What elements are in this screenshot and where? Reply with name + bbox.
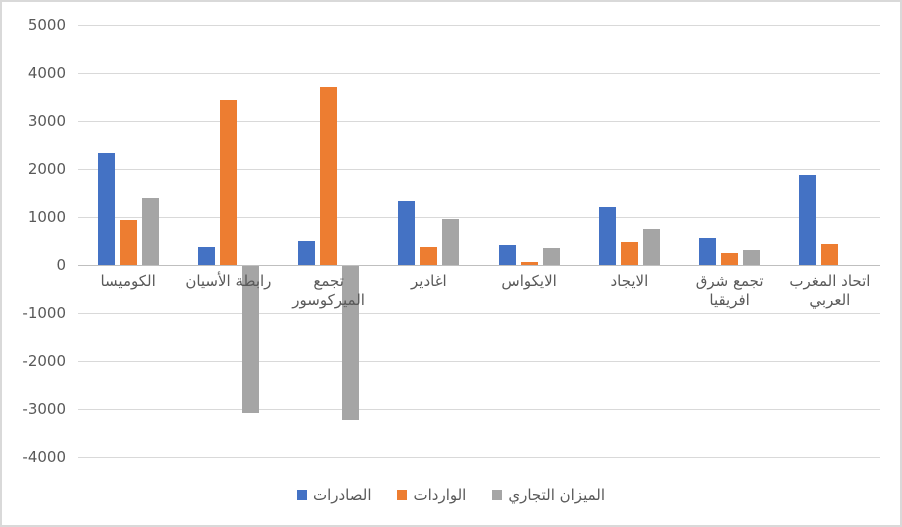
gridline xyxy=(78,361,880,362)
y-axis-tick-label: -2000 xyxy=(22,352,66,370)
category-label: الايكواس xyxy=(501,272,557,290)
bar-series2-cat8 xyxy=(821,244,839,265)
legend-item-3: الميزان التجاري xyxy=(492,486,605,504)
category-label: تجمع شرق افريقيا xyxy=(695,272,764,309)
bar-series2-cat2 xyxy=(219,99,237,265)
legend-item-1: الصادرات xyxy=(296,486,372,504)
bar-series2-cat6 xyxy=(620,242,638,265)
legend: الصادرات الواردات الميزان التجاري xyxy=(2,486,900,504)
bar-series2-cat7 xyxy=(721,253,739,265)
category-label: اتحاد المغرب العربي xyxy=(789,272,871,309)
gridline xyxy=(78,169,880,170)
bar-series2-cat5 xyxy=(520,262,538,265)
bar-series3-cat6 xyxy=(642,229,660,265)
category-label: رابطة الأسيان xyxy=(185,272,272,290)
bar-series3-cat3 xyxy=(342,266,360,420)
legend-swatch-icon xyxy=(492,490,503,500)
gridline xyxy=(78,25,880,26)
y-axis-tick-label: 5000 xyxy=(27,16,66,34)
bar-series3-cat2 xyxy=(241,266,259,413)
bar-series3-cat4 xyxy=(442,218,460,265)
bar-series2-cat1 xyxy=(119,219,137,265)
y-axis-tick-label: 3000 xyxy=(27,112,66,130)
category-label: تجمع الميركوسور xyxy=(292,272,365,309)
legend-swatch-icon xyxy=(397,490,408,500)
y-axis-tick-label: -3000 xyxy=(22,400,66,418)
bar-series1-cat1 xyxy=(97,153,115,265)
gridline xyxy=(78,121,880,122)
y-axis-tick-label: 1000 xyxy=(27,208,66,226)
legend-label: الواردات xyxy=(413,486,467,504)
bar-series3-cat5 xyxy=(542,248,560,265)
gridline xyxy=(78,313,880,314)
bar-series1-cat4 xyxy=(398,201,416,265)
y-axis-tick-label: -4000 xyxy=(22,448,66,466)
legend-swatch-icon xyxy=(296,490,307,500)
category-label: الكوميسا xyxy=(100,272,156,290)
category-label: الايجاد xyxy=(610,272,649,290)
category-label: اغادير xyxy=(411,272,447,290)
legend-label: الميزان التجاري xyxy=(508,486,606,504)
bar-series2-cat3 xyxy=(320,87,338,265)
bar-series3-cat1 xyxy=(141,197,159,265)
bar-series1-cat2 xyxy=(197,246,215,265)
bar-series1-cat8 xyxy=(799,175,817,265)
bar-series1-cat6 xyxy=(598,206,616,265)
bar-series1-cat3 xyxy=(298,241,316,265)
gridline xyxy=(78,73,880,74)
legend-item-2: الواردات xyxy=(397,486,466,504)
y-axis-tick-label: 0 xyxy=(56,256,66,274)
bar-series1-cat5 xyxy=(498,245,516,265)
y-axis-tick-label: 2000 xyxy=(27,160,66,178)
y-axis-tick-label: 4000 xyxy=(27,64,66,82)
y-axis-tick-label: -1000 xyxy=(22,304,66,322)
bar-series1-cat7 xyxy=(699,238,717,265)
gridline xyxy=(78,409,880,410)
bar-series2-cat4 xyxy=(420,247,438,265)
legend-label: الصادرات xyxy=(312,486,372,504)
gridline xyxy=(78,457,880,458)
x-axis-line xyxy=(78,265,880,266)
gridline xyxy=(78,217,880,218)
bar-series3-cat7 xyxy=(743,250,761,265)
